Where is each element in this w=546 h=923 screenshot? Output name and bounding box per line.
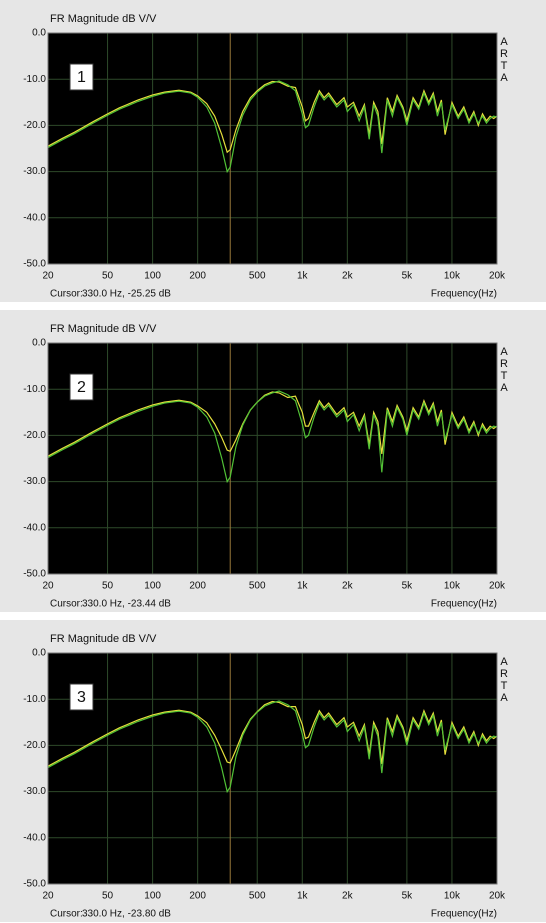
cursor-readout: 330.0 Hz, -23.44 dB xyxy=(82,599,171,610)
x-tick-label: 5k xyxy=(402,891,414,902)
x-tick-label: 50 xyxy=(102,891,114,902)
y-tick-label: -20.0 xyxy=(23,120,46,131)
cursor-readout: 330.0 Hz, -23.80 dB xyxy=(82,909,171,920)
response-curve xyxy=(47,80,498,154)
x-tick-label: 20 xyxy=(42,891,54,902)
y-tick-label: -10.0 xyxy=(23,694,46,705)
panel-label: 2 xyxy=(77,379,86,396)
y-tick-label: -10.0 xyxy=(23,384,46,395)
x-tick-label: 100 xyxy=(144,581,161,592)
cursor-label: Cursor: xyxy=(50,599,83,610)
plot-area xyxy=(48,653,497,884)
x-tick-label: 500 xyxy=(249,581,266,592)
y-tick-label: -20.0 xyxy=(23,430,46,441)
y-tick-label: -50.0 xyxy=(23,259,46,270)
y-tick-label: -40.0 xyxy=(23,212,46,223)
x-tick-label: 50 xyxy=(102,271,114,282)
x-tick-label: 1k xyxy=(297,271,309,282)
chart-title: FR Magnitude dB V/V xyxy=(50,633,157,645)
y-tick-label: -30.0 xyxy=(23,476,46,487)
x-tick-label: 100 xyxy=(144,271,161,282)
x-tick-label: 500 xyxy=(249,891,266,902)
x-tick-label: 20k xyxy=(489,891,506,902)
plot-area xyxy=(48,33,497,264)
x-tick-label: 10k xyxy=(444,271,461,282)
panel-label: 1 xyxy=(77,69,86,86)
x-tick-label: 5k xyxy=(402,271,414,282)
panel-label-box xyxy=(69,63,94,91)
x-tick-label: 50 xyxy=(102,581,114,592)
chart-title: FR Magnitude dB V/V xyxy=(50,323,157,335)
y-tick-label: -50.0 xyxy=(23,569,46,580)
x-tick-label: 20 xyxy=(42,581,54,592)
x-axis-label: Frequency(Hz) xyxy=(431,909,497,920)
x-tick-label: 2k xyxy=(342,891,354,902)
x-tick-label: 20k xyxy=(489,271,506,282)
y-tick-label: -30.0 xyxy=(23,166,46,177)
x-tick-label: 2k xyxy=(342,271,354,282)
chart-panel: 0.0 -10.0 -20.0 -30.0 -40.0 -50.020 50 100 200 50… xyxy=(0,620,546,922)
x-tick-label: 200 xyxy=(189,891,206,902)
x-tick-label: 20k xyxy=(489,581,506,592)
x-tick-label: 2k xyxy=(342,581,354,592)
y-tick-label: -30.0 xyxy=(23,786,46,797)
side-label: ARTA xyxy=(498,656,510,704)
y-tick-label: 0.0 xyxy=(32,648,46,659)
x-tick-label: 5k xyxy=(402,581,414,592)
y-tick-label: 0.0 xyxy=(32,338,46,349)
chart-panel: 0.0 -10.0 -20.0 -30.0 -40.0 -50.020 50 100 200 50… xyxy=(0,0,546,302)
x-tick-label: 100 xyxy=(144,891,161,902)
x-tick-label: 20 xyxy=(42,271,54,282)
x-tick-label: 1k xyxy=(297,891,309,902)
cursor-label: Cursor: xyxy=(50,289,83,300)
side-label: ARTA xyxy=(498,36,510,84)
x-tick-label: 10k xyxy=(444,581,461,592)
response-curve xyxy=(47,700,498,794)
response-curve xyxy=(47,80,498,174)
x-tick-label: 1k xyxy=(297,581,309,592)
y-tick-label: -20.0 xyxy=(23,740,46,751)
chart-panel: 0.0 -10.0 -20.0 -30.0 -40.0 -50.020 50 100 200 50… xyxy=(0,310,546,612)
y-tick-label: -50.0 xyxy=(23,879,46,890)
side-label: ARTA xyxy=(498,346,510,394)
response-curve xyxy=(47,391,498,457)
panel-label-box xyxy=(69,373,94,401)
plot-frame xyxy=(47,32,498,265)
x-tick-label: 500 xyxy=(249,271,266,282)
y-tick-label: -40.0 xyxy=(23,832,46,843)
cursor-label: Cursor: xyxy=(50,909,83,920)
chart-title: FR Magnitude dB V/V xyxy=(50,13,157,25)
response-curve xyxy=(47,390,498,484)
plot-area xyxy=(48,343,497,574)
x-tick-label: 200 xyxy=(189,271,206,282)
x-tick-label: 10k xyxy=(444,891,461,902)
x-tick-label: 200 xyxy=(189,581,206,592)
y-tick-label: 0.0 xyxy=(32,28,46,39)
x-axis-label: Frequency(Hz) xyxy=(431,599,497,610)
y-tick-label: -10.0 xyxy=(23,74,46,85)
plot-frame xyxy=(47,342,498,575)
cursor-readout: 330.0 Hz, -25.25 dB xyxy=(82,289,171,300)
plot-frame xyxy=(47,652,498,885)
x-axis-label: Frequency(Hz) xyxy=(431,289,497,300)
response-curve xyxy=(47,700,498,767)
panel-label-box xyxy=(69,683,94,711)
y-tick-label: -40.0 xyxy=(23,522,46,533)
panel-label: 3 xyxy=(77,689,86,706)
